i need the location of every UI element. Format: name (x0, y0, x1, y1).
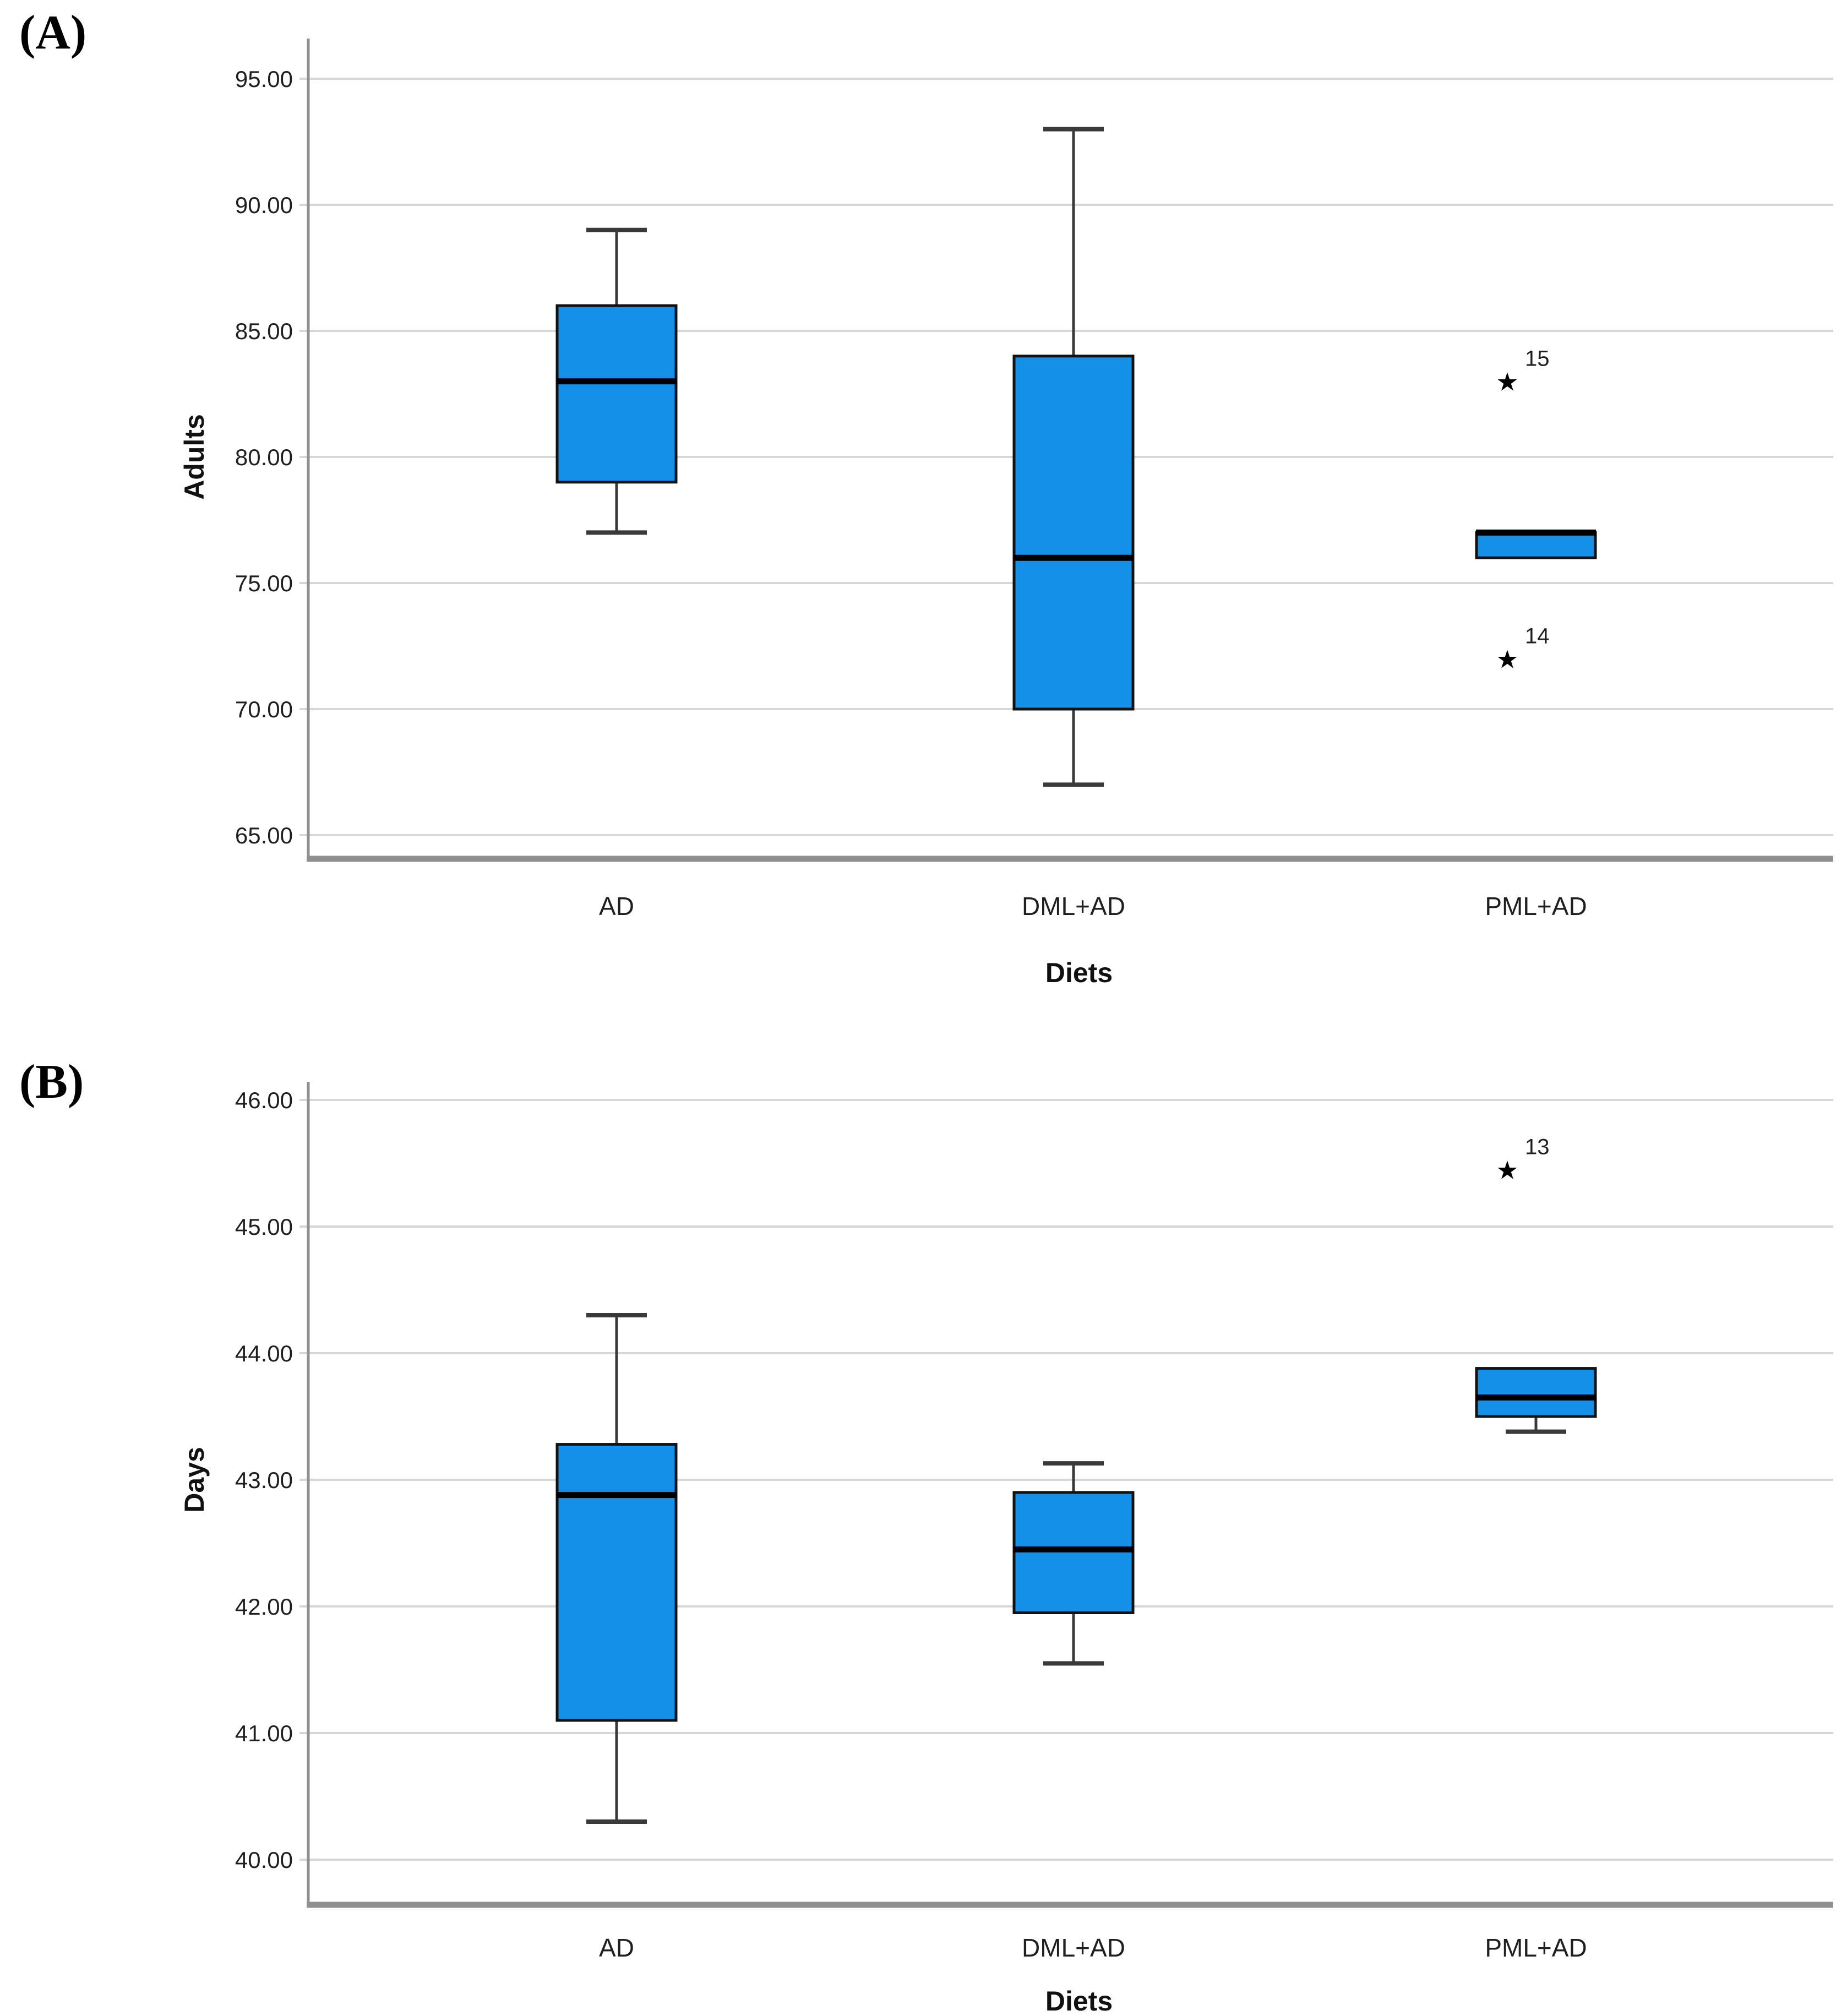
x-category-label: DML+AD (1022, 1933, 1125, 1962)
y-tick-label: 46.00 (235, 1087, 293, 1113)
box (555, 304, 678, 484)
x-axis-title: Diets (1045, 1986, 1113, 2016)
outlier-star: ★ (1496, 1156, 1518, 1185)
panel-b: (B) 46.00 45.00 44.00 43.00 42.00 41.00 40.00 D… (0, 1018, 1847, 2016)
y-tick-label: 85.00 (235, 318, 293, 344)
box (1012, 1491, 1135, 1614)
outlier-label: 14 (1525, 624, 1550, 648)
outlier-label: 13 (1525, 1135, 1550, 1159)
x-category-label: PML+AD (1485, 892, 1587, 920)
panel-b-label: (B) (19, 1055, 84, 1109)
outlier-star: ★ (1496, 368, 1518, 396)
boxplot-days-chart: 46.00 45.00 44.00 43.00 42.00 41.00 40.00 Days A… (179, 1082, 1833, 2016)
outlier-label: 15 (1525, 347, 1550, 371)
y-axis-title: Adults (179, 414, 210, 500)
x-category-label: PML+AD (1485, 1933, 1587, 1962)
y-tick-label: 42.00 (235, 1594, 293, 1620)
y-tick-label: 90.00 (235, 192, 293, 218)
y-tick-label: 80.00 (235, 444, 293, 470)
y-tick-label: 43.00 (235, 1467, 293, 1493)
box (1475, 531, 1597, 559)
y-tick-label: 65.00 (235, 822, 293, 848)
y-tick-label: 70.00 (235, 696, 293, 722)
y-tick-label: 45.00 (235, 1214, 293, 1240)
panel-a: (A) 95.00 90.00 85.00 80.00 75.00 70.00 65.00 A… (19, 6, 1833, 988)
y-tick-label: 44.00 (235, 1341, 293, 1366)
box (1475, 1367, 1597, 1418)
box (555, 1443, 678, 1722)
y-tick-label: 41.00 (235, 1720, 293, 1746)
box (1012, 355, 1135, 711)
x-category-label: DML+AD (1022, 892, 1125, 920)
outlier-star: ★ (1496, 645, 1518, 673)
x-axis-title: Diets (1045, 957, 1113, 988)
x-category-label: AD (599, 1933, 634, 1962)
panel-a-label: (A) (19, 6, 87, 59)
y-tick-label: 95.00 (235, 66, 293, 92)
x-category-label: AD (599, 892, 634, 920)
y-tick-label: 40.00 (235, 1847, 293, 1873)
y-tick-label: 75.00 (235, 570, 293, 596)
y-axis-title: Days (179, 1447, 210, 1513)
boxplot-adults-chart: 95.00 90.00 85.00 80.00 75.00 70.00 65.00 Adult… (179, 39, 1833, 988)
